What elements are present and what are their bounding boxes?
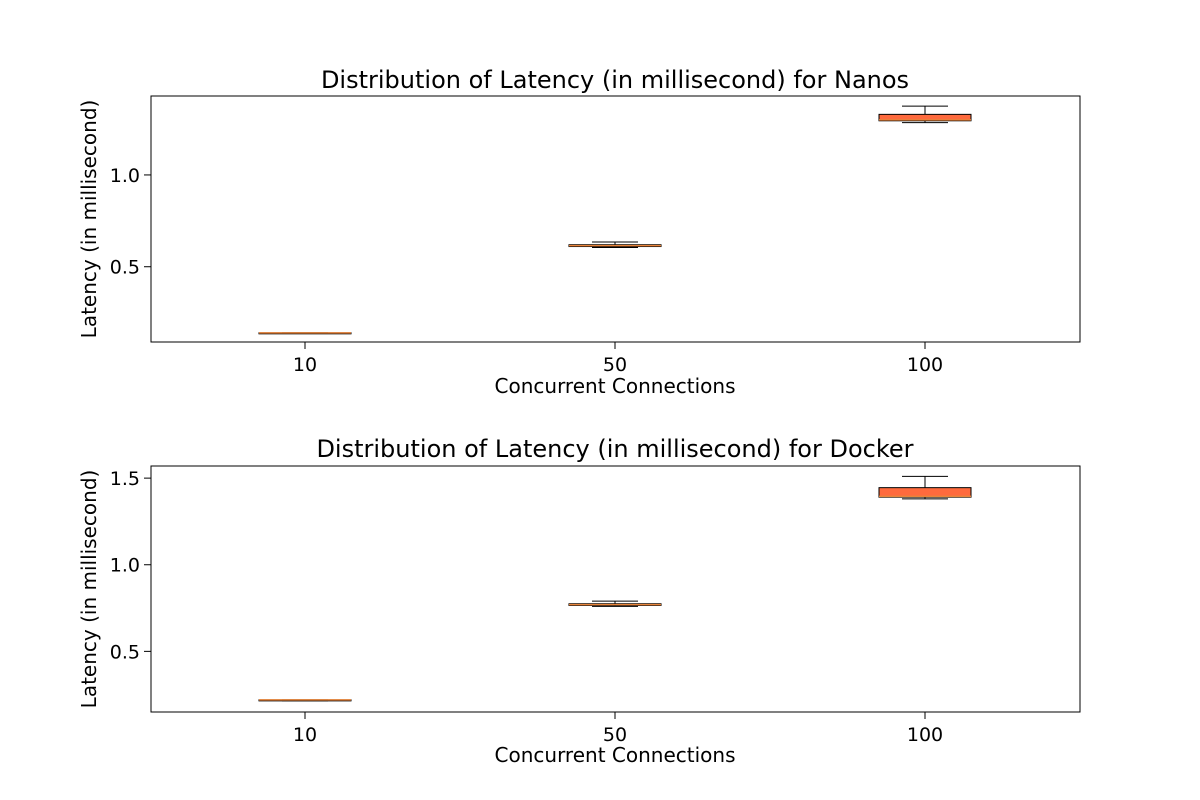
y-axis-label: Latency (in millisecond) [77,100,101,339]
iqr-box [878,113,972,122]
nanos-chart: Distribution of Latency (in millisecond)… [77,66,1081,398]
x-axis-label: Concurrent Connections [495,374,736,398]
box-50 [568,241,662,248]
y-tick-label: 1.0 [110,165,140,187]
iqr-box [878,487,972,498]
y-tick-label: 0.5 [110,257,140,279]
y-tick-label: 1.5 [110,468,140,490]
chart-title: Distribution of Latency (in millisecond)… [321,66,909,94]
y-tick-label: 1.0 [110,555,140,577]
box-10 [258,699,352,702]
x-axis-label: Concurrent Connections [495,743,736,767]
plot-area [150,465,1081,713]
box-50 [568,600,662,607]
x-tick-label: 100 [907,354,943,376]
boxes [258,105,972,335]
x-tick-label: 50 [603,354,627,376]
docker-chart: Distribution of Latency (in millisecond)… [77,435,1081,767]
x-axis-ticks: 10 50 100 [293,712,943,746]
boxes [258,475,972,702]
x-tick-label: 10 [293,724,317,746]
y-axis-ticks: 0.5 1.0 [110,165,151,279]
x-tick-label: 10 [293,354,317,376]
y-axis-ticks: 0.5 1.0 1.5 [110,468,151,663]
box-100 [878,105,972,124]
y-tick-label: 0.5 [110,641,140,663]
chart-title: Distribution of Latency (in millisecond)… [316,435,913,463]
y-axis-label: Latency (in millisecond) [77,470,101,709]
plot-area [150,95,1081,343]
x-tick-label: 50 [603,724,627,746]
box-10 [258,332,352,335]
x-tick-label: 100 [907,724,943,746]
box-100 [878,475,972,500]
x-axis-ticks: 10 50 100 [293,342,943,376]
